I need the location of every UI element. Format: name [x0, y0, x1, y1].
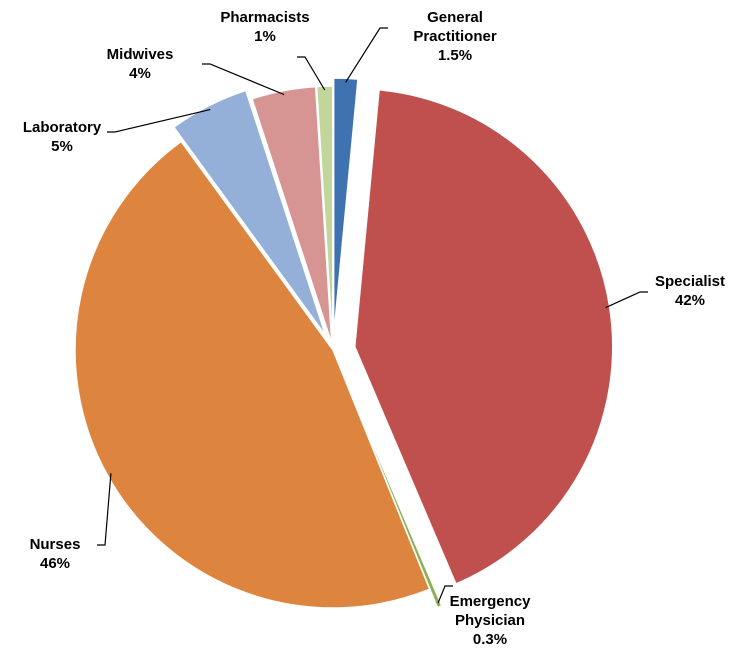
leader-line [107, 108, 211, 133]
value-label: 46% [39, 555, 71, 572]
category-label: Pharmacists [220, 9, 310, 26]
value-label: 1.5% [437, 47, 473, 64]
slice-label: Pharmacists 1% [210, 8, 320, 46]
pie-slice [251, 85, 333, 345]
leader-line [97, 473, 112, 546]
pie-slice [353, 88, 614, 585]
category-label: Midwives [106, 46, 174, 63]
value-label: 5% [51, 138, 73, 155]
category-label: Specialist [654, 273, 726, 290]
slice-label: Specialist 42% [635, 272, 745, 310]
leader-line [605, 291, 648, 309]
pie-slice [315, 85, 334, 345]
category-label: Laboratory [22, 119, 102, 136]
category-label: Emergency Physician [449, 593, 531, 629]
value-label: 42% [674, 292, 706, 309]
pie-slice [74, 140, 431, 609]
slice-label: Emergency Physician 0.3% [430, 592, 550, 649]
slice-label: General Practitioner 1.5% [395, 8, 515, 65]
slice-label: Laboratory 5% [7, 118, 117, 156]
pie-slice [332, 77, 359, 337]
value-label: 4% [129, 65, 151, 82]
leader-line [345, 27, 388, 83]
slice-label: Nurses 46% [10, 535, 100, 573]
category-label: General Practitioner [413, 9, 497, 45]
leader-line [297, 56, 326, 91]
pie-slice [339, 368, 443, 609]
value-label: 0.3% [472, 631, 508, 648]
category-label: Nurses [29, 536, 81, 553]
value-label: 1% [254, 28, 276, 45]
leader-line [437, 585, 453, 604]
leader-line [202, 63, 285, 96]
slice-label: Midwives 4% [90, 45, 190, 83]
pie-slice [172, 89, 327, 337]
